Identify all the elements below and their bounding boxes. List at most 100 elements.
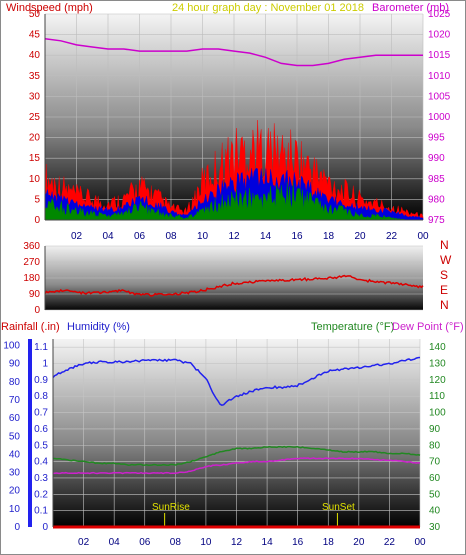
- climate-time-tick-label: 00: [414, 537, 426, 548]
- barometer-y-axis: 975 980 985 990 995 1000 1005 1010 1015 1020 1025: [428, 9, 451, 226]
- direction-tick-label: 360: [23, 241, 40, 252]
- wind-time-axis: 02 04 06 08 10 12 14 16 18 20 22 00: [45, 219, 429, 242]
- direction-line: [44, 274, 424, 297]
- temperature-tick-label: 130: [429, 359, 446, 370]
- temperature-y-axis: 30 40 50 60 70 80 90 100 110 120 130 140: [429, 342, 446, 533]
- direction-tick-label: 90: [29, 289, 41, 300]
- windspeed-tick-label: 5: [34, 194, 40, 205]
- rainfall-tick-label: 0.7: [34, 408, 48, 419]
- climate-time-tick-label: 20: [353, 537, 365, 548]
- temperature-axis-label: Temperature (°F): [311, 321, 394, 333]
- wind-time-tick-label: 20: [354, 231, 366, 242]
- barometer-tick-label: 1000: [428, 112, 451, 123]
- wind-time-tick-label: 12: [228, 231, 240, 242]
- humidity-tick-label: 0: [14, 522, 20, 533]
- temperature-tick-label: 140: [429, 342, 446, 353]
- wind-time-tick-label: 08: [165, 231, 177, 242]
- direction-panel-grid: [45, 245, 423, 311]
- climate-time-tick-label: 22: [384, 537, 396, 548]
- rainfall-tick-label: 0.9: [34, 375, 48, 386]
- climate-time-tick-label: 08: [170, 537, 182, 548]
- barometer-tick-label: 1020: [428, 30, 451, 41]
- rainfall-y-axis: 0 0.1 0.2 0.3 0.4 0.5 0.6 0.7 0.8 0.9 1 1.1: [34, 339, 54, 533]
- humidity-tick-label: 40: [9, 449, 21, 460]
- sunrise-label: SunRise: [152, 502, 190, 513]
- temperature-tick-label: 90: [429, 424, 441, 435]
- rainfall-tick-label: 0.6: [34, 424, 48, 435]
- rainfall-tick-label: 1.1: [34, 342, 48, 353]
- barometer-tick-label: 1025: [428, 9, 451, 20]
- temperature-tick-label: 40: [429, 506, 441, 517]
- climate-time-tick-label: 10: [200, 537, 212, 548]
- barometer-tick-label: 990: [428, 153, 445, 164]
- humidity-axis-label: Humidity (%): [67, 321, 130, 333]
- humidity-tick-label: 70: [9, 395, 21, 406]
- windspeed-tick-label: 45: [29, 30, 41, 41]
- humidity-tick-label: 20: [9, 486, 21, 497]
- climate-panel-grid: [53, 339, 421, 528]
- barometer-line: [44, 37, 423, 67]
- wind-gust-area: [44, 120, 424, 221]
- compass-label: N: [440, 298, 449, 312]
- barometer-tick-label: 985: [428, 174, 445, 185]
- direction-tick-label: 270: [23, 257, 40, 268]
- rainfall-axis-label: Rainfall (.in): [1, 321, 60, 333]
- graph-title: 24 hour graph day : November 01 2018: [172, 2, 364, 14]
- temperature-tick-label: 30: [429, 522, 441, 533]
- rainfall-tick-label: 0.1: [34, 506, 48, 517]
- temperature-tick-label: 110: [429, 391, 445, 402]
- direction-panel-series: [44, 274, 424, 297]
- climate-time-tick-label: 14: [262, 537, 274, 548]
- barometer-tick-label: 1010: [428, 71, 451, 82]
- climate-panel-series: [52, 356, 421, 529]
- compass-label: S: [440, 268, 448, 282]
- sunset-label: SunSet: [322, 502, 355, 513]
- humidity-tick-label: 60: [9, 413, 21, 424]
- compass-label: N: [440, 238, 449, 252]
- rainfall-tick-label: 0.2: [34, 489, 48, 500]
- windspeed-tick-label: 50: [29, 9, 41, 20]
- direction-y-axis: 0 90 180 270 360: [23, 241, 46, 316]
- humidity-tick-label: 30: [9, 468, 21, 479]
- windspeed-tick-label: 0: [34, 215, 40, 226]
- humidity-tick-label: 80: [9, 377, 21, 388]
- humidity-tick-label: 90: [9, 359, 21, 370]
- windspeed-tick-label: 35: [29, 71, 41, 82]
- compass-label: E: [440, 283, 448, 297]
- temperature-tick-label: 70: [429, 457, 441, 468]
- rainfall-tick-label: 0.3: [34, 473, 48, 484]
- temperature-line: [53, 445, 421, 467]
- wind-time-tick-label: 06: [134, 231, 146, 242]
- rainfall-tick-label: 1: [42, 359, 48, 370]
- windspeed-tick-label: 15: [29, 153, 41, 164]
- windspeed-y-axis: 0 5 10 15 20 25 30 35 40 45 50: [29, 9, 46, 226]
- barometer-tick-label: 980: [428, 194, 445, 205]
- direction-tick-label: 180: [23, 273, 40, 284]
- windspeed-axis-label: Windspeed (mph): [6, 2, 93, 14]
- humidity-line: [52, 356, 421, 407]
- wind-time-tick-label: 22: [386, 231, 398, 242]
- wind-time-tick-label: 14: [260, 231, 272, 242]
- rainfall-tick-label: 0.5: [34, 440, 48, 451]
- dew-point-line: [52, 457, 421, 475]
- temperature-tick-label: 50: [429, 489, 441, 500]
- direction-tick-label: 0: [34, 305, 40, 316]
- barometer-tick-label: 995: [428, 133, 445, 144]
- rainfall-tick-label: 0.4: [34, 457, 48, 468]
- barometer-axis-label: Barometer (mb): [372, 2, 449, 14]
- wind-panel-series: [44, 37, 424, 221]
- barometer-tick-label: 975: [428, 215, 445, 226]
- windspeed-tick-label: 40: [29, 50, 41, 61]
- barometer-tick-label: 1005: [428, 91, 451, 102]
- wind-time-tick-label: 10: [197, 231, 209, 242]
- barometer-tick-label: 1015: [428, 50, 451, 61]
- windspeed-tick-label: 10: [29, 174, 41, 185]
- humidity-y-axis: 0 10 20 30 40 50 60 70 80 90 100: [3, 339, 32, 533]
- wind-low-area: [44, 180, 423, 221]
- temperature-tick-label: 80: [429, 440, 441, 451]
- wind-time-tick-label: 16: [291, 231, 303, 242]
- climate-time-tick-label: 18: [323, 537, 335, 548]
- wind-time-tick-label: 02: [71, 231, 83, 242]
